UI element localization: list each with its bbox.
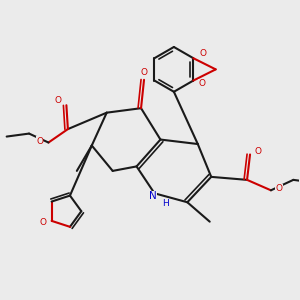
Text: O: O [36,136,43,146]
Text: O: O [141,68,148,77]
Text: O: O [40,218,47,227]
Text: H: H [163,199,169,208]
Text: O: O [198,79,205,88]
Text: O: O [276,184,283,193]
Text: N: N [149,191,157,201]
Text: O: O [55,96,62,105]
Text: O: O [255,147,262,156]
Text: O: O [199,49,206,58]
